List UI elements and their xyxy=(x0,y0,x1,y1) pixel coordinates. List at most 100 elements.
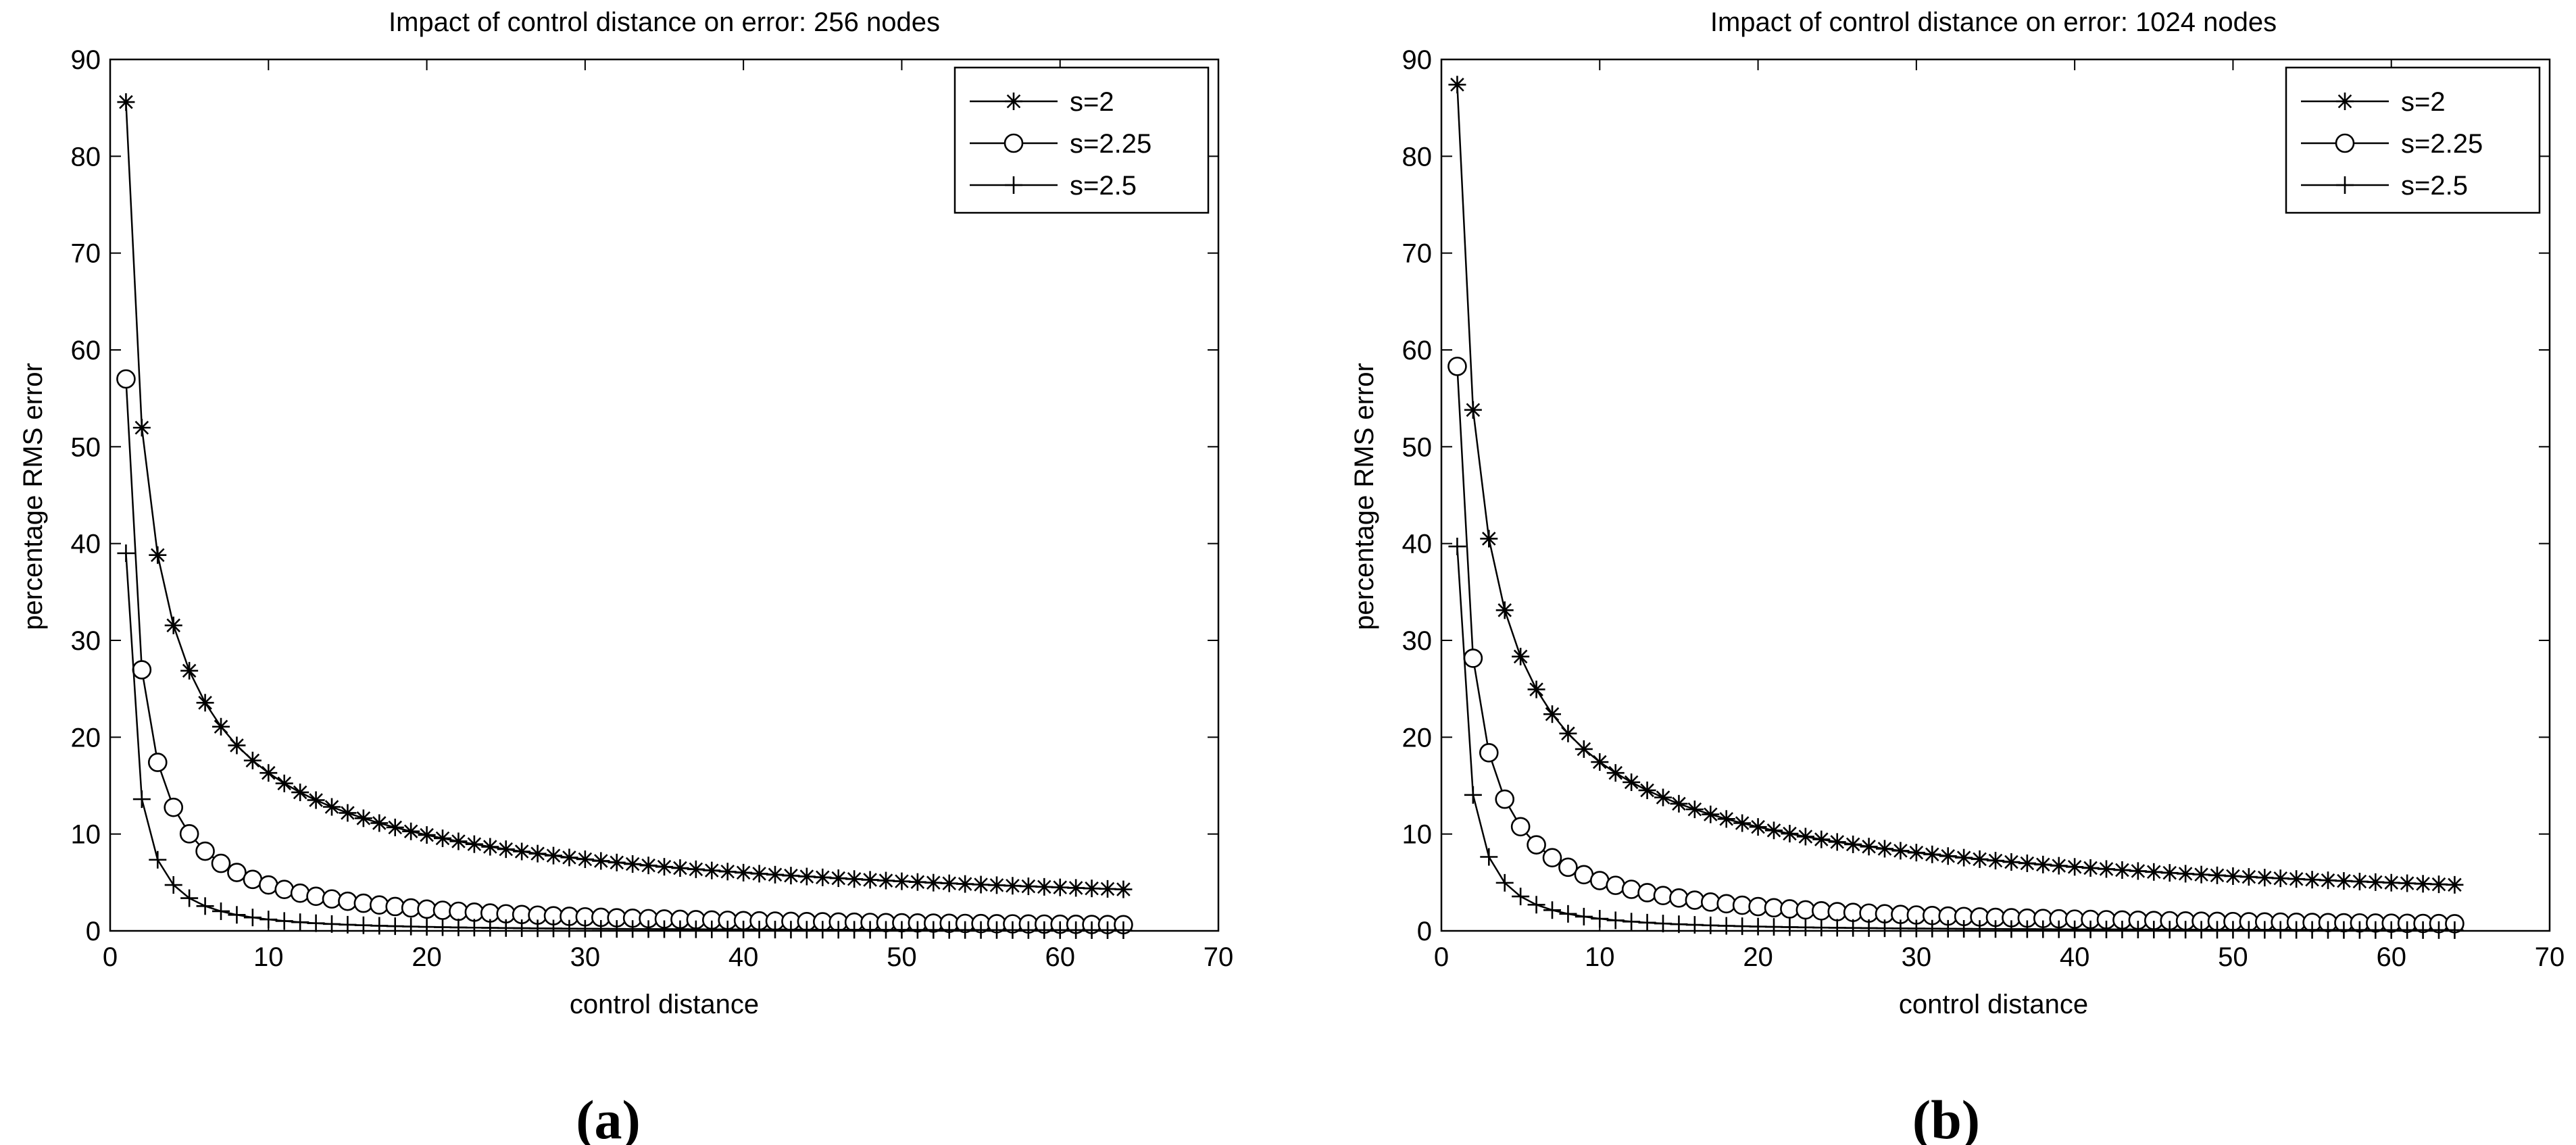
data-point-plus xyxy=(2066,920,2084,938)
legend-marker-plus xyxy=(1005,176,1022,194)
data-point-plus xyxy=(639,920,658,938)
data-point-asterisk xyxy=(2208,866,2226,884)
data-point-circle xyxy=(1669,888,1689,908)
data-point-asterisk xyxy=(497,840,515,859)
data-point-plus xyxy=(2224,921,2242,939)
data-point-asterisk xyxy=(2145,863,2163,881)
data-point-plus xyxy=(1907,919,1925,938)
data-point-circle xyxy=(1589,871,1610,890)
data-point-circle xyxy=(147,753,168,772)
data-point-circle xyxy=(1447,357,1467,376)
data-point-asterisk xyxy=(449,832,468,850)
data-point-plus xyxy=(1812,919,1831,937)
data-point-circle xyxy=(195,841,215,861)
x-tick-label: 70 xyxy=(1204,942,1234,972)
data-point-plus xyxy=(1781,918,1799,936)
panel-b: Impact of control distance on error: 102… xyxy=(1349,7,2565,1145)
data-point-plus xyxy=(449,918,468,936)
data-point-asterisk xyxy=(639,857,658,875)
x-tick-label: 40 xyxy=(2060,942,2090,972)
data-point-plus xyxy=(402,917,420,936)
panel-label: (b) xyxy=(1912,1089,1980,1145)
data-point-asterisk xyxy=(972,875,990,894)
data-point-asterisk xyxy=(545,846,562,865)
data-point-plus xyxy=(1685,916,1704,934)
data-point-plus xyxy=(1971,920,1989,938)
data-point-circle xyxy=(164,797,184,817)
data-point-plus xyxy=(196,897,214,915)
data-point-circle xyxy=(1811,900,1831,921)
y-tick-label: 90 xyxy=(71,45,101,75)
data-point-plus xyxy=(2287,921,2306,939)
data-point-asterisk xyxy=(1638,781,1656,799)
data-point-asterisk xyxy=(861,871,879,889)
data-point-circle xyxy=(1827,902,1848,921)
data-point-circle xyxy=(1558,857,1578,877)
data-point-plus xyxy=(2382,921,2400,939)
data-point-plus xyxy=(434,918,451,936)
legend: s=2 s=2.25 s=2.5 xyxy=(953,66,1210,214)
data-point-circle xyxy=(1542,848,1562,867)
data-point-plus xyxy=(1828,919,1846,937)
data-point-circle xyxy=(338,891,357,911)
data-point-plus xyxy=(164,876,182,894)
data-point-circle xyxy=(432,900,453,920)
data-point-asterisk xyxy=(2018,854,2036,872)
x-axis-label: control distance xyxy=(570,990,759,1019)
data-point-plus xyxy=(2256,921,2274,939)
legend-box xyxy=(953,66,1210,214)
data-point-circle xyxy=(1637,883,1657,902)
data-point-plus xyxy=(1035,921,1054,939)
data-point-asterisk xyxy=(370,814,389,832)
data-point-asterisk xyxy=(132,419,151,437)
data-point-asterisk xyxy=(2113,861,2131,879)
y-tick-label: 40 xyxy=(71,530,101,559)
data-point-plus xyxy=(1702,916,1720,934)
data-point-plus xyxy=(528,919,547,938)
data-point-asterisk xyxy=(1891,842,1910,860)
data-point-asterisk xyxy=(1702,805,1720,823)
data-point-plus xyxy=(1733,917,1752,936)
data-point-asterisk xyxy=(1971,850,1989,868)
data-point-asterisk xyxy=(2160,864,2179,882)
data-point-plus xyxy=(2319,921,2337,939)
data-point-plus xyxy=(228,906,246,924)
data-point-asterisk xyxy=(2129,862,2147,880)
data-point-asterisk xyxy=(1464,401,1482,419)
data-point-asterisk xyxy=(2367,873,2385,891)
legend-label: s=2.25 xyxy=(2401,129,2483,159)
data-point-asterisk xyxy=(2177,865,2195,883)
data-point-plus xyxy=(608,920,626,938)
data-point-plus xyxy=(1114,921,1133,939)
data-point-circle xyxy=(306,886,326,907)
legend-marker-plus xyxy=(2336,176,2354,194)
data-point-circle xyxy=(449,901,468,921)
x-tick-label: 50 xyxy=(2218,942,2248,972)
data-point-plus xyxy=(2208,921,2226,939)
y-tick-label: 30 xyxy=(71,626,101,656)
data-point-asterisk xyxy=(893,872,911,890)
data-point-asterisk xyxy=(1907,844,1925,862)
data-point-circle xyxy=(1700,892,1720,912)
data-point-asterisk xyxy=(434,829,451,847)
x-tick-label: 30 xyxy=(570,942,601,972)
data-point-circle xyxy=(1685,890,1705,910)
data-point-plus xyxy=(481,919,499,937)
data-point-circle xyxy=(417,899,437,919)
legend-marker-circle xyxy=(2335,133,2355,153)
data-point-plus xyxy=(718,920,737,938)
data-point-plus xyxy=(576,919,594,938)
data-point-plus xyxy=(1448,537,1466,555)
data-point-plus xyxy=(703,920,721,938)
data-point-asterisk xyxy=(735,863,753,882)
data-point-asterisk xyxy=(323,798,341,816)
data-point-circle xyxy=(464,902,485,922)
data-point-plus xyxy=(212,902,230,920)
data-point-asterisk xyxy=(1796,828,1814,846)
data-point-circle xyxy=(1859,903,1879,923)
data-point-asterisk xyxy=(2081,859,2100,877)
plot-area: 0 10 20 30 40 50 60 700102030405060708090s=2s=2… xyxy=(1402,45,2565,972)
data-point-plus xyxy=(1796,918,1814,936)
data-point-plus xyxy=(2050,920,2068,938)
data-point-asterisk xyxy=(528,844,547,863)
